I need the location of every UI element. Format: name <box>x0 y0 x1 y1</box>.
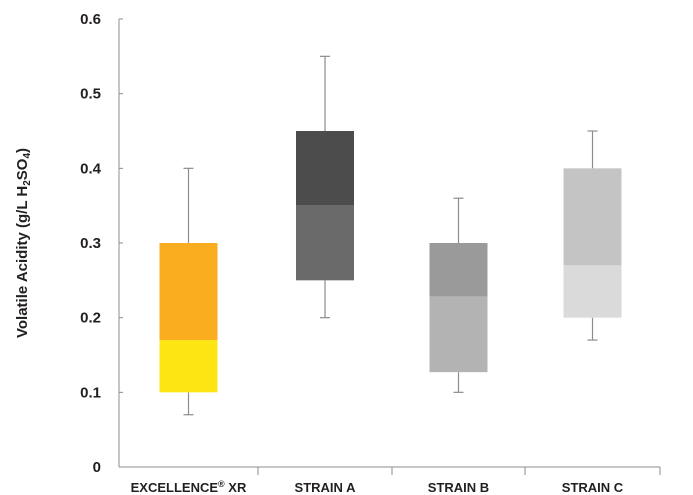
boxes <box>159 131 622 393</box>
y-tick-label: 0.5 <box>80 86 101 103</box>
y-axis-tick-labels: 0 0.1 0.2 0.3 0.4 0.5 0.6 <box>80 11 102 476</box>
whiskers <box>183 55 598 416</box>
y-tick-label: 0.3 <box>80 235 101 252</box>
y-tick-label: 0.6 <box>80 11 101 28</box>
box-lower-segment <box>429 296 488 373</box>
x-category-label: STRAIN B <box>428 480 489 495</box>
box-upper-segment <box>429 243 488 297</box>
y-tick-label: 0 <box>93 459 101 476</box>
x-category-label: EXCELLENCE® XR <box>131 479 247 495</box>
y-axis-title: Volatile Acidity (g/L H2SO4) <box>14 148 33 338</box>
box-lower-segment <box>296 205 354 281</box>
box-upper-segment <box>563 168 622 266</box>
y-tick-label: 0.4 <box>80 160 102 177</box>
axes <box>118 18 661 475</box>
x-category-label: STRAIN C <box>562 480 624 495</box>
box-upper-segment <box>159 243 218 341</box>
y-tick-label: 0.1 <box>80 384 101 401</box>
box-upper-segment <box>296 131 354 206</box>
box-lower-segment <box>159 340 218 393</box>
box-lower-segment <box>563 265 622 318</box>
x-category-label: STRAIN A <box>295 480 357 495</box>
x-axis-category-labels: EXCELLENCE® XR STRAIN A STRAIN B STRAIN C <box>131 479 624 495</box>
y-tick-label: 0.2 <box>80 310 101 327</box>
